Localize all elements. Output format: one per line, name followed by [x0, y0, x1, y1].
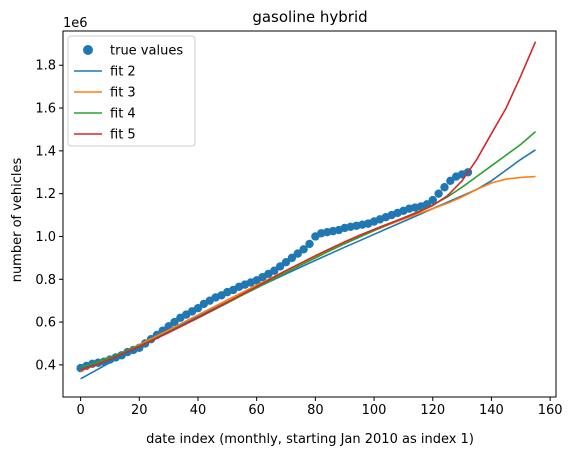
legend-marker [83, 45, 93, 55]
y-axis: 0.4 0.6 0.8 1.0 1.2 1.4 1.6 1.8 [35, 59, 63, 373]
x-tick-label: 140 [479, 403, 504, 418]
legend-label: fit 4 [110, 107, 136, 122]
plot-area [76, 41, 537, 380]
scatter-point [170, 317, 179, 327]
y-offset-label: 1e6 [63, 16, 88, 31]
scatter-point [299, 245, 308, 254]
scatter-point [440, 183, 449, 192]
x-tick-label: 20 [131, 403, 148, 418]
scatter-point [270, 266, 279, 275]
y-tick-label: 0.6 [35, 316, 56, 331]
x-tick-label: 100 [362, 403, 387, 418]
x-tick-label: 80 [307, 403, 324, 418]
x-tick-label: 120 [420, 403, 445, 418]
x-axis: 0 20 40 60 80 100 120 140 160 [76, 397, 563, 418]
x-tick-label: 0 [76, 403, 84, 418]
legend-label: fit 2 [110, 65, 136, 80]
scatter-point [281, 257, 291, 267]
scatter-point [287, 253, 297, 263]
x-tick-label: 60 [248, 403, 265, 418]
scatter-point [293, 249, 302, 258]
chart-title: gasoline hybrid [252, 8, 367, 26]
scatter-point [193, 303, 203, 313]
x-axis-label: date index (monthly, starting Jan 2010 a… [146, 432, 474, 447]
x-tick-label: 160 [538, 403, 563, 418]
scatter-point [446, 176, 455, 186]
plot-frame [62, 30, 557, 398]
scatter-point [434, 189, 443, 198]
y-axis-label: number of vehicles [10, 157, 25, 282]
y-tick-label: 1.4 [35, 144, 56, 159]
y-tick-label: 0.8 [35, 273, 56, 288]
legend-label: fit 5 [110, 128, 136, 143]
y-tick-label: 1.6 [35, 102, 56, 117]
scatter-point [275, 262, 285, 271]
legend-label: fit 3 [110, 86, 136, 101]
legend-label: true values [110, 44, 183, 59]
y-tick-label: 1.2 [35, 187, 56, 202]
y-tick-label: 1.0 [35, 230, 56, 245]
y-tick-label: 1.8 [35, 59, 56, 74]
x-tick-label: 40 [190, 403, 207, 418]
scatter-point [305, 239, 314, 249]
scatter-point [428, 195, 437, 205]
series-line-fit-5 [80, 41, 537, 371]
series-line-fit-4 [80, 130, 537, 368]
legend: true values fit 2 fit 3 fit 4 fit 5 [67, 35, 196, 147]
y-tick-label: 0.4 [35, 358, 56, 373]
legend-box [67, 35, 196, 147]
